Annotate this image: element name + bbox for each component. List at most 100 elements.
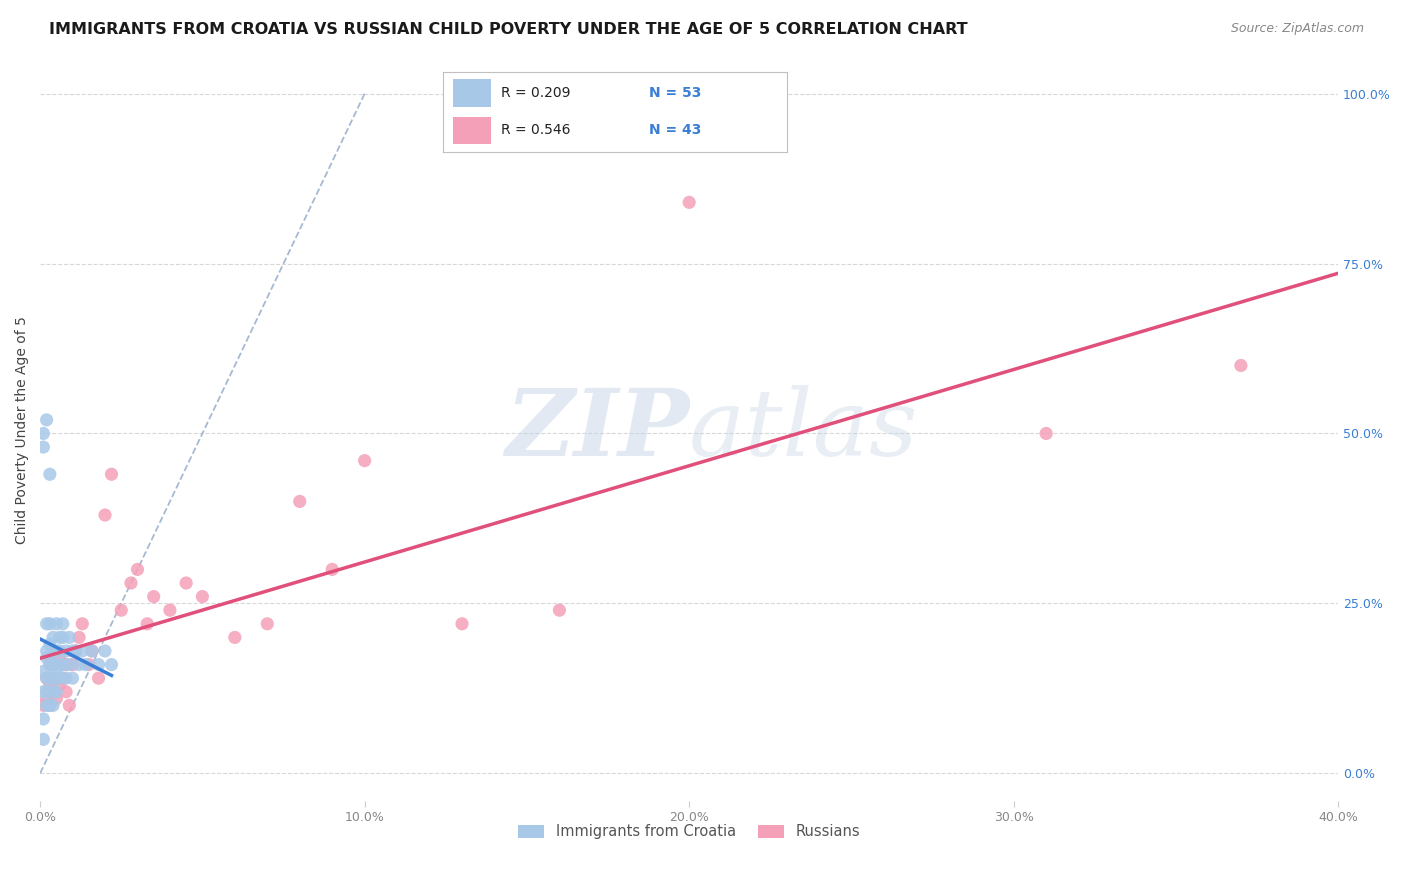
Y-axis label: Child Poverty Under the Age of 5: Child Poverty Under the Age of 5 [15, 316, 30, 544]
Point [52, 671, 75, 685]
Point [62, 671, 84, 685]
Point [75, 657, 97, 672]
Point [77, 657, 100, 672]
Point [38, 650, 60, 665]
Point [32, 712, 55, 726]
Point [38, 657, 60, 672]
Point [38, 678, 60, 692]
Point [1230, 359, 1253, 373]
Point [48, 671, 70, 685]
Point [100, 467, 122, 482]
Point [224, 631, 246, 645]
Point [32, 685, 55, 699]
Point [72, 644, 94, 658]
Point [48, 631, 70, 645]
Point [35, 671, 58, 685]
Point [32, 732, 55, 747]
Text: atlas: atlas [689, 385, 918, 475]
Point [38, 698, 60, 713]
Point [38, 671, 60, 685]
Point [353, 453, 375, 467]
Point [62, 644, 84, 658]
Point [38, 637, 60, 651]
Point [42, 698, 65, 713]
Point [55, 671, 77, 685]
Point [256, 616, 278, 631]
Point [42, 631, 65, 645]
Point [35, 691, 58, 706]
Point [94, 644, 117, 658]
Point [127, 562, 149, 576]
Point [35, 644, 58, 658]
Point [136, 616, 159, 631]
Point [58, 698, 80, 713]
Point [42, 657, 65, 672]
Point [65, 644, 87, 658]
Point [35, 685, 58, 699]
Point [48, 644, 70, 658]
Point [38, 467, 60, 482]
Legend: Immigrants from Croatia, Russians: Immigrants from Croatia, Russians [512, 819, 866, 845]
Point [548, 603, 571, 617]
Point [55, 657, 77, 672]
Point [38, 698, 60, 713]
Point [120, 576, 142, 591]
Point [35, 413, 58, 427]
Point [72, 616, 94, 631]
Point [67, 631, 90, 645]
Point [62, 657, 84, 672]
Point [32, 665, 55, 679]
Point [42, 644, 65, 658]
Point [451, 616, 474, 631]
Point [32, 698, 55, 713]
Point [67, 657, 90, 672]
Point [45, 691, 67, 706]
Point [32, 440, 55, 454]
Point [55, 685, 77, 699]
Point [45, 644, 67, 658]
Point [87, 657, 110, 672]
Point [174, 576, 197, 591]
Point [159, 603, 181, 617]
Point [191, 590, 214, 604]
Point [35, 616, 58, 631]
Point [58, 657, 80, 672]
Point [1035, 426, 1057, 441]
Point [35, 671, 58, 685]
Point [45, 665, 67, 679]
Point [52, 616, 75, 631]
Point [678, 195, 700, 210]
Text: Source: ZipAtlas.com: Source: ZipAtlas.com [1230, 22, 1364, 36]
Point [38, 657, 60, 672]
Point [87, 671, 110, 685]
Point [52, 657, 75, 672]
Point [45, 671, 67, 685]
Point [100, 657, 122, 672]
Point [42, 657, 65, 672]
Point [38, 685, 60, 699]
Point [42, 685, 65, 699]
Point [42, 671, 65, 685]
Text: IMMIGRANTS FROM CROATIA VS RUSSIAN CHILD POVERTY UNDER THE AGE OF 5 CORRELATION : IMMIGRANTS FROM CROATIA VS RUSSIAN CHILD… [49, 22, 967, 37]
Point [48, 678, 70, 692]
Point [45, 671, 67, 685]
Point [35, 698, 58, 713]
Point [35, 650, 58, 665]
Point [42, 685, 65, 699]
Point [110, 603, 132, 617]
Point [142, 590, 165, 604]
Point [55, 644, 77, 658]
Point [48, 657, 70, 672]
Point [80, 644, 103, 658]
Point [32, 426, 55, 441]
Text: ZIP: ZIP [505, 385, 689, 475]
Point [45, 616, 67, 631]
Point [94, 508, 117, 522]
Point [58, 631, 80, 645]
Point [65, 644, 87, 658]
Point [52, 631, 75, 645]
Point [288, 494, 311, 508]
Point [321, 562, 343, 576]
Point [45, 685, 67, 699]
Point [48, 650, 70, 665]
